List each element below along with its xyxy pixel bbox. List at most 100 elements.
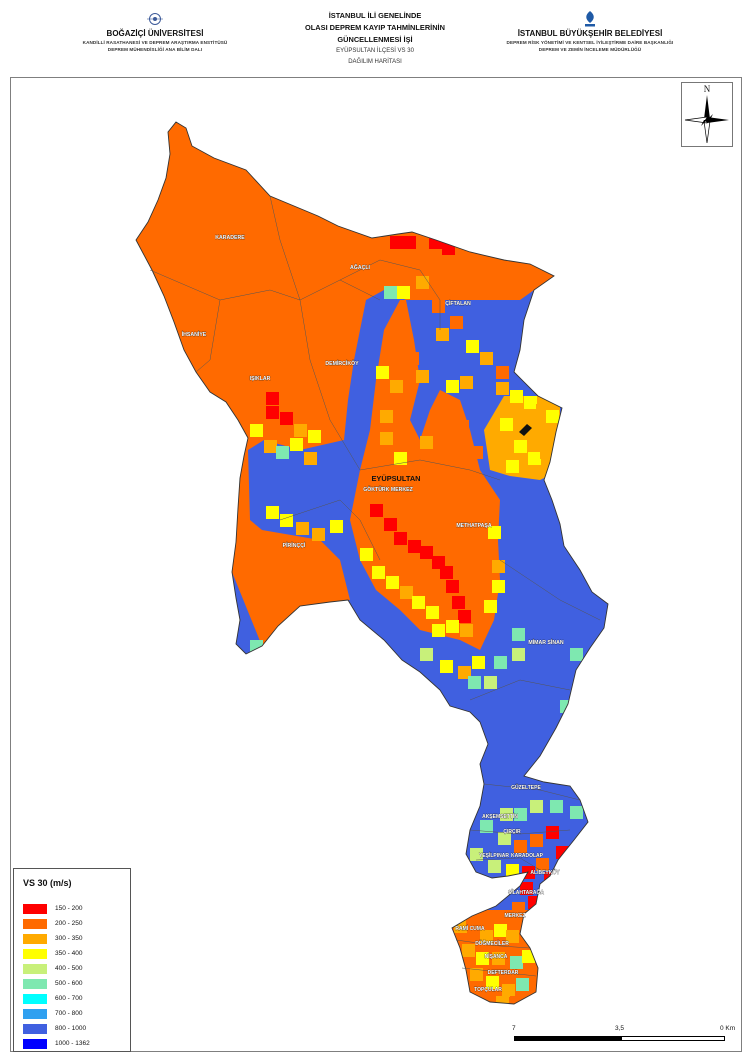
vs30-cell — [458, 666, 471, 679]
legend-swatch — [23, 1039, 47, 1049]
label-karadolap: KARADOLAP — [511, 853, 544, 859]
boundary-line — [469, 679, 571, 701]
scale-bar: 7 3,5 0 Km — [512, 1025, 736, 1047]
vs30-cell — [530, 834, 543, 847]
legend-swatch — [23, 934, 47, 944]
vs30-cell — [516, 978, 529, 991]
vs30-cell — [416, 370, 429, 383]
header-left-block: BOĞAZİÇİ ÜNİVERSİTESİ KANDİLLİ RASATHANE… — [40, 12, 270, 53]
boundary-line — [279, 499, 381, 561]
boundary-line — [195, 299, 221, 373]
title-line-3: GÜNCELLENMESİ İŞİ — [337, 35, 413, 44]
vs30-cell — [432, 300, 445, 313]
vs30-cell — [514, 840, 527, 853]
vs30-cell — [436, 328, 449, 341]
vs30-cell — [308, 430, 321, 443]
vs30-cell — [440, 660, 453, 673]
vs30-cell — [488, 860, 501, 873]
vs30-cell — [386, 576, 399, 589]
vs30-cell — [312, 528, 325, 541]
vs30-cell — [492, 952, 505, 965]
vs30-cell — [510, 390, 523, 403]
vs30-cell — [470, 968, 483, 981]
vs30-cell — [484, 676, 497, 689]
vs30-cell — [372, 566, 385, 579]
water-body — [519, 424, 532, 436]
vs30-cell — [470, 848, 483, 861]
vs30-cell — [530, 800, 543, 813]
vs30-cell — [506, 460, 519, 473]
vs30-cell — [397, 286, 410, 299]
institute-name: KANDİLLİ RASATHANESİ VE DEPREM ARAŞTIRMA… — [82, 40, 228, 45]
header-title-block: İSTANBUL İLİ GENELİNDE OLASI DEPREM KAYI… — [265, 10, 485, 68]
label-yesilpinar: YEŞİLPINAR — [479, 852, 509, 859]
vs30-cell — [520, 882, 533, 895]
legend-title: VS 30 (m/s) — [23, 878, 72, 888]
vs30-cell — [570, 648, 583, 661]
north-arrow: N — [681, 82, 733, 147]
vs30-cell — [250, 424, 263, 437]
vs30-cell — [446, 620, 459, 633]
vs30-cell — [488, 526, 501, 539]
vs30-cell — [480, 992, 493, 1004]
label-ihsaniye: İHSANİYE — [182, 331, 207, 338]
vs30-cell — [384, 286, 397, 299]
vs30-cell — [486, 976, 499, 989]
boundary-line — [461, 967, 537, 977]
legend-swatch — [23, 919, 47, 929]
vs30-cell — [266, 392, 279, 405]
vs30-cell — [528, 896, 541, 909]
vs30-cell — [460, 376, 473, 389]
vs30-cell — [460, 624, 473, 637]
vs30-cell — [496, 996, 509, 1004]
map-legend: VS 30 (m/s) 150 - 200 200 - 250 300 - 350 3… — [13, 868, 131, 1052]
municipality-name: İSTANBUL BÜYÜKŞEHİR BELEDİYESİ — [517, 29, 663, 38]
office-name: DEPREM VE ZEMİN İNCELEME MÜDÜRLÜĞÜ — [538, 47, 642, 52]
label-merkez: MERKEZ — [504, 913, 525, 919]
vs30-cell — [494, 924, 507, 937]
vs30-cell — [290, 438, 303, 451]
directorate-name: DEPREM RİSK YÖNETİMİ VE KENTSEL İYİLEŞTİ… — [506, 40, 674, 45]
label-pirinci: PİRİNÇÇİ — [283, 542, 306, 549]
vs30-cell — [512, 628, 525, 641]
vs30-cell — [476, 952, 489, 965]
vs30-cell — [408, 540, 421, 553]
vs30-cell — [416, 236, 429, 249]
label-rami-cuma: RAMİ CUMA — [455, 925, 485, 932]
vs30-cell — [264, 440, 277, 453]
header-right-block: İSTANBUL BÜYÜKŞEHİR BELEDİYESİ DEPREM Rİ… — [470, 10, 710, 53]
department-name: DEPREM MÜHENDİSLİĞİ ANA BİLİM DALI — [107, 47, 203, 52]
vs30-cell — [512, 648, 525, 661]
vs30-cell — [370, 504, 383, 517]
vs30-cell — [480, 820, 493, 833]
vs30-cell — [462, 944, 475, 957]
vs30-cell — [376, 366, 389, 379]
vs30-cell — [416, 276, 429, 289]
legend-swatch — [23, 1024, 47, 1034]
vs30-cell — [506, 864, 519, 877]
vs30-cell — [276, 446, 289, 459]
scale-segment-filled — [514, 1036, 622, 1041]
legend-swatch — [23, 994, 47, 1004]
vs30-cell — [456, 420, 469, 433]
vs30-cell — [446, 380, 459, 393]
legend-label: 150 - 200 — [55, 905, 83, 912]
vs30-cell — [403, 236, 416, 249]
map-header: BOĞAZİÇİ ÜNİVERSİTESİ KANDİLLİ RASATHANE… — [0, 0, 750, 78]
boundary-line — [483, 783, 581, 801]
legend-label: 700 - 800 — [55, 1010, 83, 1017]
legend-label: 600 - 700 — [55, 995, 83, 1002]
vs30-cell — [496, 366, 509, 379]
vs30-cell — [498, 832, 511, 845]
vs30-cell — [420, 648, 433, 661]
vs30-cell — [514, 808, 527, 821]
legend-label: 300 - 350 — [55, 935, 83, 942]
vs30-cell — [452, 596, 465, 609]
legend-swatch — [23, 949, 47, 959]
boundary-line — [455, 939, 531, 949]
legend-swatch — [23, 964, 47, 974]
vs30-cell — [390, 236, 403, 249]
vs30-cell — [470, 446, 483, 459]
vs30-cell — [570, 806, 583, 819]
